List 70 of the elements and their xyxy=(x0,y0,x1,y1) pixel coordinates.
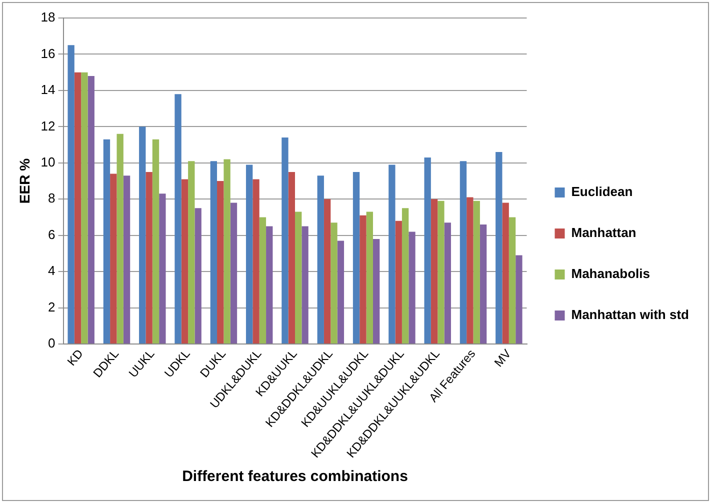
bar xyxy=(266,226,273,344)
bar xyxy=(146,172,152,344)
bar xyxy=(366,212,373,344)
bar xyxy=(473,200,480,344)
bar xyxy=(444,222,451,344)
bar xyxy=(282,138,288,344)
bar xyxy=(181,179,188,344)
y-tick-label: 6 xyxy=(48,226,56,242)
bar xyxy=(360,215,366,344)
bar xyxy=(388,164,396,344)
bar xyxy=(395,220,402,344)
y-tick-label: 10 xyxy=(40,154,56,170)
bar xyxy=(402,208,409,344)
bar xyxy=(302,226,308,344)
y-tick-label: 0 xyxy=(48,336,56,351)
bar xyxy=(259,217,266,344)
bar xyxy=(508,217,516,344)
bar xyxy=(230,202,238,344)
bar xyxy=(430,199,438,344)
bar xyxy=(317,176,324,344)
bar xyxy=(466,197,474,344)
bar xyxy=(496,152,502,344)
bar xyxy=(252,179,260,344)
bar xyxy=(224,159,230,344)
y-tick-label: 2 xyxy=(48,299,56,314)
bar xyxy=(194,208,202,344)
bar xyxy=(217,181,224,344)
bar xyxy=(152,139,160,344)
bar xyxy=(188,161,195,344)
legend-label: Euclidean xyxy=(571,184,633,200)
bar xyxy=(352,172,360,344)
bar xyxy=(116,134,124,344)
bar xyxy=(68,45,74,344)
bar xyxy=(246,164,253,344)
y-tick-label: 18 xyxy=(40,10,56,25)
y-tick-label: 12 xyxy=(40,118,56,134)
bar xyxy=(502,202,509,344)
y-tick-label: 16 xyxy=(40,46,56,61)
bar xyxy=(123,176,130,344)
x-tick-label: KD xyxy=(64,346,86,368)
bar xyxy=(110,174,117,344)
bar xyxy=(159,194,166,344)
bar xyxy=(210,161,218,344)
bar xyxy=(174,94,182,344)
bar xyxy=(103,139,110,344)
bar xyxy=(337,240,344,344)
bar xyxy=(408,232,416,344)
x-tick-label: MV xyxy=(491,346,514,370)
bar xyxy=(139,126,146,344)
bar xyxy=(88,76,94,344)
y-tick-label: 8 xyxy=(48,190,56,206)
bar xyxy=(372,238,380,344)
y-tick-label: 4 xyxy=(48,263,56,278)
bar xyxy=(460,161,467,344)
bar xyxy=(81,72,88,344)
legend-label: Manhattan with std xyxy=(571,307,690,322)
bar xyxy=(330,222,338,344)
bar xyxy=(295,212,302,344)
bar xyxy=(74,72,82,344)
bar xyxy=(480,224,487,344)
legend-label: Manhattan xyxy=(571,225,636,240)
bar xyxy=(324,199,331,344)
y-tick-label: 14 xyxy=(40,82,56,98)
x-axis-title: Different features combinations xyxy=(182,468,408,486)
legend-label: Mahanabolis xyxy=(571,266,650,282)
bar xyxy=(438,200,444,344)
y-axis-title: EER % xyxy=(16,158,32,204)
bar xyxy=(516,255,522,344)
bar xyxy=(288,172,296,344)
bar xyxy=(424,157,431,344)
